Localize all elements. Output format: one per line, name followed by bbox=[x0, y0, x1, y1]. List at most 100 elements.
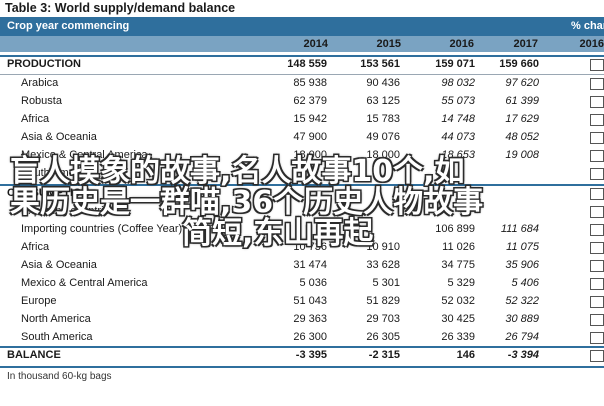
cropped-cell-edge bbox=[590, 188, 604, 200]
table-row: North America 29 363 29 703 30 425 30 889 bbox=[0, 311, 604, 329]
row-value: 18 000 bbox=[293, 149, 327, 161]
table-row: Mexico & Central America 5 036 5 301 5 329 5… bbox=[0, 275, 604, 293]
cropped-cell-edge bbox=[590, 278, 604, 290]
cropped-cell-edge bbox=[590, 78, 604, 90]
row-label: Arabica bbox=[21, 77, 59, 89]
table-row: Asia & Oceania 47 900 49 076 44 073 48 052 bbox=[0, 129, 604, 147]
row-label: Mexico & Central America bbox=[21, 277, 148, 289]
table-row: CONSUMPTION bbox=[0, 185, 604, 203]
row-value: 97 620 bbox=[505, 77, 539, 89]
table-title: Table 3: World supply/demand balance bbox=[5, 1, 236, 15]
table-row: Arabica 85 938 90 436 98 032 97 620 bbox=[0, 75, 604, 93]
row-value: 85 938 bbox=[293, 77, 327, 89]
row-label: Mexico & Central America bbox=[21, 149, 148, 161]
table-rule bbox=[0, 346, 604, 348]
row-value: 111 684 bbox=[500, 223, 539, 235]
table-rule bbox=[0, 366, 604, 368]
header-label: Crop year commencing bbox=[7, 20, 130, 32]
row-label: Africa bbox=[21, 241, 50, 253]
row-label: Robusta bbox=[21, 95, 62, 107]
table-row: PRODUCTION 148 559 153 561 159 071 159 660 bbox=[0, 56, 604, 74]
row-value: 26 305 bbox=[366, 331, 400, 343]
row-label: PRODUCTION bbox=[7, 58, 81, 70]
table-row: Asia & Oceania 31 474 33 628 34 775 35 906 bbox=[0, 257, 604, 275]
year-header-band: 2014 2015 2016 2017 2016 bbox=[0, 36, 604, 52]
table-rule bbox=[0, 55, 604, 57]
row-value: -3 395 bbox=[295, 349, 327, 361]
row-value: 26 339 bbox=[441, 331, 475, 343]
row-label: South America bbox=[21, 331, 93, 343]
row-label: Exporting countries bbox=[21, 205, 116, 217]
cropped-cell-edge bbox=[590, 96, 604, 108]
table-row: South America 26 300 26 305 26 339 26 794 bbox=[0, 329, 604, 347]
row-value: 35 906 bbox=[505, 259, 539, 271]
row-value: 62 379 bbox=[293, 95, 327, 107]
table-rule bbox=[0, 74, 604, 75]
row-value: 159 071 bbox=[435, 58, 475, 70]
year-2016: 2016 bbox=[449, 38, 474, 50]
year-2017: 2017 bbox=[513, 38, 538, 50]
cropped-cell-edge bbox=[590, 150, 604, 162]
table-header-band: Crop year commencing % chang bbox=[0, 17, 604, 36]
cropped-cell-edge bbox=[590, 260, 604, 272]
row-value: 10 736 bbox=[293, 241, 327, 253]
row-value: 29 703 bbox=[366, 313, 400, 325]
row-value: 5 329 bbox=[447, 277, 475, 289]
row-label: Africa bbox=[21, 113, 50, 125]
row-value: 10 910 bbox=[366, 241, 400, 253]
cropped-cell-edge bbox=[590, 296, 604, 308]
row-label: South America bbox=[21, 167, 93, 179]
row-value: 26 794 bbox=[505, 331, 539, 343]
row-value: 159 660 bbox=[499, 58, 539, 70]
row-value: 5 406 bbox=[511, 277, 539, 289]
cropped-cell-edge bbox=[590, 314, 604, 326]
cropped-cell-edge bbox=[590, 224, 604, 236]
row-value: 47 900 bbox=[293, 131, 327, 143]
row-label: CONSUMPTION bbox=[7, 187, 90, 199]
row-value: 15 942 bbox=[293, 113, 327, 125]
row-value: 63 125 bbox=[366, 95, 400, 107]
row-value: 55 073 bbox=[441, 95, 475, 107]
row-value: 11 075 bbox=[506, 241, 539, 253]
row-value: 146 bbox=[456, 349, 475, 361]
row-value: 61 399 bbox=[505, 95, 539, 107]
overlay-line-2: 果历史是一群喵,36个历史人物故事 bbox=[10, 185, 484, 220]
row-value: 51 829 bbox=[366, 295, 400, 307]
cropped-cell-edge bbox=[590, 206, 604, 218]
year-2016-pct: 2016 bbox=[579, 38, 604, 50]
row-value: 19 008 bbox=[505, 149, 539, 161]
row-value: 148 559 bbox=[287, 58, 327, 70]
row-value: 34 775 bbox=[441, 259, 475, 271]
table-row: Europe 51 043 51 829 52 032 52 322 bbox=[0, 293, 604, 311]
row-value: 106 899 bbox=[435, 223, 475, 235]
year-2014: 2014 bbox=[303, 38, 328, 50]
cropped-cell-edge bbox=[590, 132, 604, 144]
header-pct-change: % chang bbox=[571, 20, 604, 32]
row-label: Asia & Oceania bbox=[21, 131, 97, 143]
row-value: 44 073 bbox=[441, 131, 475, 143]
row-value: 31 474 bbox=[293, 259, 327, 271]
row-value: -2 315 bbox=[368, 349, 400, 361]
cropped-cell-edge bbox=[590, 168, 604, 180]
row-value: 49 076 bbox=[366, 131, 400, 143]
row-value: 33 628 bbox=[366, 259, 400, 271]
row-label: Importing countries (Coffee Year) bbox=[21, 223, 183, 235]
row-value: 5 301 bbox=[372, 277, 400, 289]
row-value: 30 889 bbox=[505, 313, 539, 325]
table-row: BALANCE -3 395 -2 315 146 -3 394 bbox=[0, 347, 604, 365]
row-value: 11 026 bbox=[442, 241, 475, 253]
row-label: Asia & Oceania bbox=[21, 259, 97, 271]
table-row: Robusta 62 379 63 125 55 073 61 399 bbox=[0, 93, 604, 111]
row-value: 52 322 bbox=[505, 295, 539, 307]
table-row: Exporting countries bbox=[0, 203, 604, 221]
row-value: 51 043 bbox=[293, 295, 327, 307]
row-value: 26 300 bbox=[293, 331, 327, 343]
table-row: South America bbox=[0, 165, 604, 183]
year-2015: 2015 bbox=[376, 38, 401, 50]
row-label: Europe bbox=[21, 295, 57, 307]
cropped-cell-edge bbox=[590, 59, 604, 71]
table-row: Importing countries (Coffee Year) 106 899… bbox=[0, 221, 604, 239]
row-value: 15 783 bbox=[366, 113, 400, 125]
watermark-overlay-text: 盲人摸象的故事,名人故事10个,如 果历史是一群喵,36个历史人物故事 简短,东… bbox=[10, 156, 555, 249]
row-value: -3 394 bbox=[507, 349, 539, 361]
